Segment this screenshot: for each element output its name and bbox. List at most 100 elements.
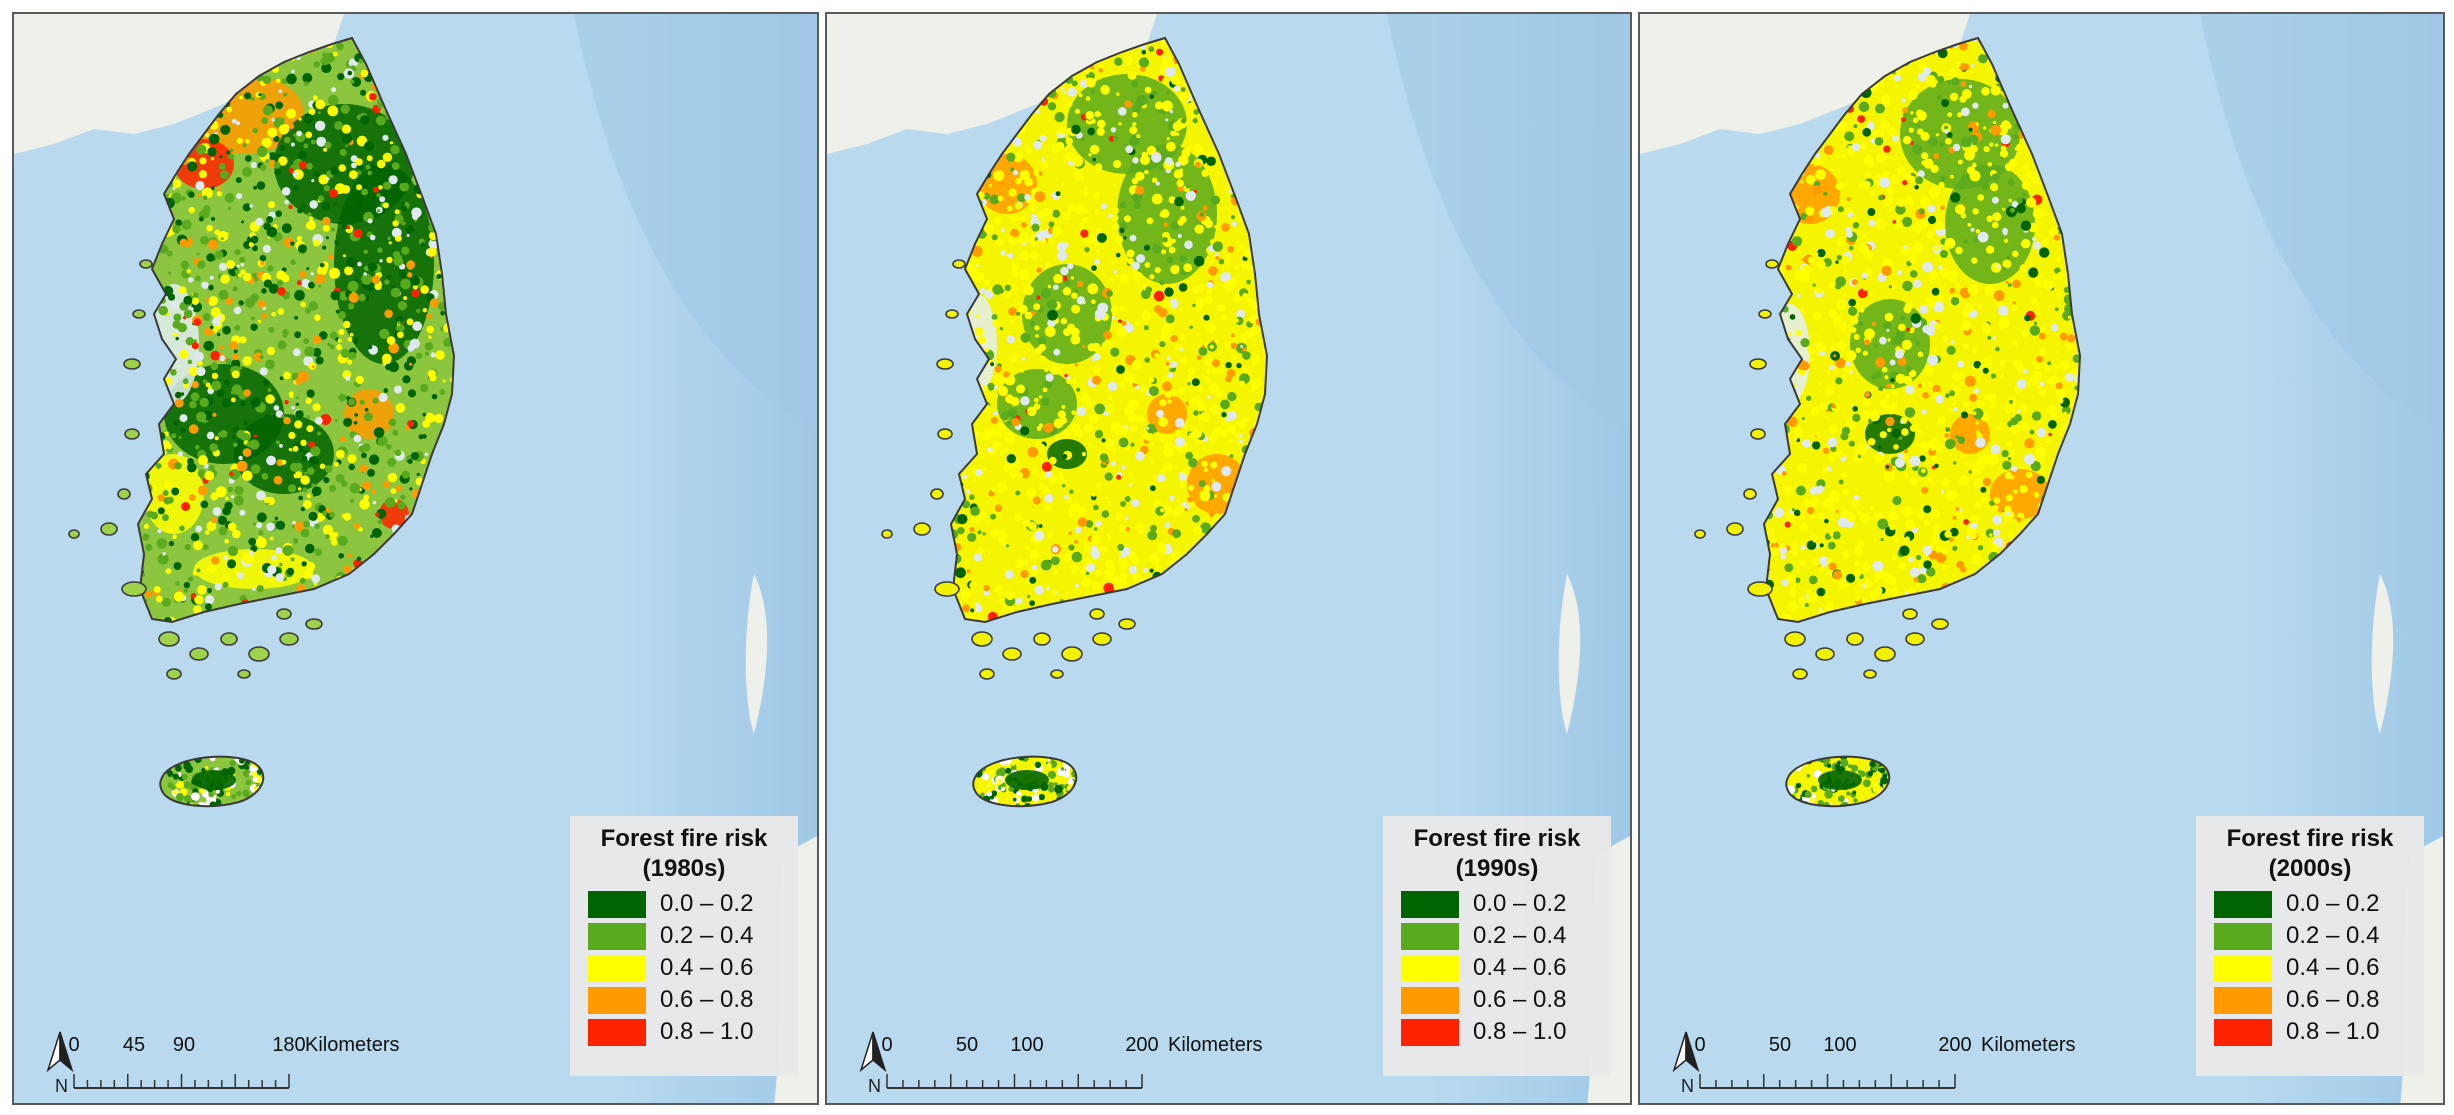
risk-zone	[1865, 414, 1915, 454]
island	[1902, 608, 1918, 620]
scale-tick-label: 90	[172, 1034, 196, 1056]
legend-swatch	[1401, 986, 1459, 1014]
scale-tick-label: 0	[1694, 1034, 1706, 1056]
legend-label: 0.8 – 1.0	[2286, 1018, 2380, 1045]
island	[139, 259, 153, 269]
neighbor-land	[14, 14, 344, 154]
legend-rows: 0.0 – 0.2 0.2 – 0.4 0.4 – 0.6 0.6 – 0.8 0.8 …	[2196, 888, 2424, 1048]
legend-swatch	[2214, 954, 2272, 982]
island	[952, 259, 966, 269]
risk-zone	[334, 164, 434, 364]
legend-item: 0.6 – 0.8	[570, 984, 798, 1016]
scale-unit: Kilometers	[1981, 1034, 2076, 1056]
legend-swatch	[588, 922, 646, 950]
scale-bar: N 0 45 90 180 Kilometers	[34, 1024, 554, 1103]
island	[121, 581, 147, 597]
island	[1089, 608, 1105, 620]
legend-item: 0.0 – 0.2	[2196, 888, 2424, 920]
island	[1750, 428, 1766, 440]
island	[279, 632, 299, 646]
north-arrow-icon	[859, 1031, 887, 1073]
island	[1061, 646, 1083, 662]
legend-label: 0.2 – 0.4	[2286, 922, 2380, 949]
island	[1758, 309, 1772, 319]
legend-swatch	[588, 1018, 646, 1046]
legend-swatch	[588, 890, 646, 918]
island	[1749, 358, 1767, 370]
island	[1931, 618, 1949, 630]
island	[1033, 632, 1051, 646]
map-panel-1980s: Forest fire risk (1980s) 0.0 – 0.2 0.2 – …	[12, 12, 819, 1105]
island	[237, 669, 251, 679]
legend-label: 0.2 – 0.4	[1473, 922, 1567, 949]
north-label: N	[1681, 1076, 1694, 1096]
legend-label: 0.8 – 1.0	[1473, 1018, 1567, 1045]
jeju-coastline	[159, 755, 265, 808]
scale-tick-label: 180	[272, 1034, 306, 1056]
legend-title: Forest fire risk	[1413, 825, 1581, 852]
legend-period: (2000s)	[2268, 855, 2352, 882]
legend-swatch	[1401, 1018, 1459, 1046]
island	[945, 309, 959, 319]
north-arrow: N	[1666, 1030, 1706, 1096]
island	[937, 428, 953, 440]
map-panel-2000s: Forest fire risk (2000s) 0.0 – 0.2 0.2 – …	[1638, 12, 2445, 1105]
island	[123, 358, 141, 370]
legend-title: Forest fire risk	[600, 825, 768, 852]
island	[1784, 631, 1806, 647]
scale-bar-graphic	[73, 1074, 290, 1089]
legend-label: 0.8 – 1.0	[660, 1018, 754, 1045]
island	[305, 618, 323, 630]
scale-bar: N 0 50 100 200 Kilometers	[1660, 1024, 2180, 1103]
island-tsushima	[1558, 574, 1581, 734]
island	[913, 522, 931, 536]
island	[1694, 529, 1706, 539]
jeju-coastline	[1785, 755, 1891, 808]
island	[1905, 632, 1925, 646]
island	[1747, 581, 1773, 597]
east-sea	[574, 14, 817, 432]
legend-rows: 0.0 – 0.2 0.2 – 0.4 0.4 – 0.6 0.6 – 0.8 0.8 …	[1383, 888, 1611, 1048]
scale-tick-label: 200	[1938, 1034, 1972, 1056]
island	[1092, 632, 1112, 646]
coastline	[949, 36, 1269, 624]
legend-item: 0.4 – 0.6	[2196, 952, 2424, 984]
legend-label: 0.4 – 0.6	[2286, 954, 2380, 981]
island	[117, 488, 131, 500]
scale-unit: Kilometers	[305, 1034, 400, 1056]
legend-item: 0.2 – 0.4	[1383, 920, 1611, 952]
island	[68, 529, 80, 539]
north-label: N	[868, 1076, 881, 1096]
east-sea	[2200, 14, 2443, 432]
island	[1118, 618, 1136, 630]
island	[1792, 668, 1808, 680]
island	[1743, 488, 1757, 500]
legend: Forest fire risk (2000s) 0.0 – 0.2 0.2 – …	[2196, 816, 2424, 1076]
legend-item: 0.8 – 1.0	[570, 1016, 798, 1048]
scale-tick-label: 50	[1768, 1034, 1792, 1056]
legend-item: 0.8 – 1.0	[2196, 1016, 2424, 1048]
jeju-coastline	[972, 755, 1078, 808]
island	[1863, 669, 1877, 679]
scale-unit: Kilometers	[1168, 1034, 1263, 1056]
neighbor-land	[1640, 14, 1970, 154]
legend-swatch	[2214, 1018, 2272, 1046]
scale-bar: N 0 50 100 200 Kilometers	[847, 1024, 1367, 1103]
risk-zone	[1990, 469, 2050, 519]
scale-tick-label: 0	[68, 1034, 80, 1056]
legend-item: 0.6 – 0.8	[1383, 984, 1611, 1016]
scale-tick-label: 100	[1823, 1034, 1857, 1056]
scale-tick-label: 50	[955, 1034, 979, 1056]
island	[979, 668, 995, 680]
island	[158, 631, 180, 647]
legend-period: (1980s)	[642, 855, 726, 882]
island	[1815, 647, 1835, 661]
north-arrow: N	[40, 1030, 80, 1096]
island	[132, 309, 146, 319]
legend-item: 0.6 – 0.8	[2196, 984, 2424, 1016]
island	[934, 581, 960, 597]
island-tsushima	[745, 574, 768, 734]
legend-item: 0.8 – 1.0	[1383, 1016, 1611, 1048]
legend-label: 0.0 – 0.2	[660, 890, 754, 917]
north-arrow-icon	[1672, 1031, 1700, 1073]
